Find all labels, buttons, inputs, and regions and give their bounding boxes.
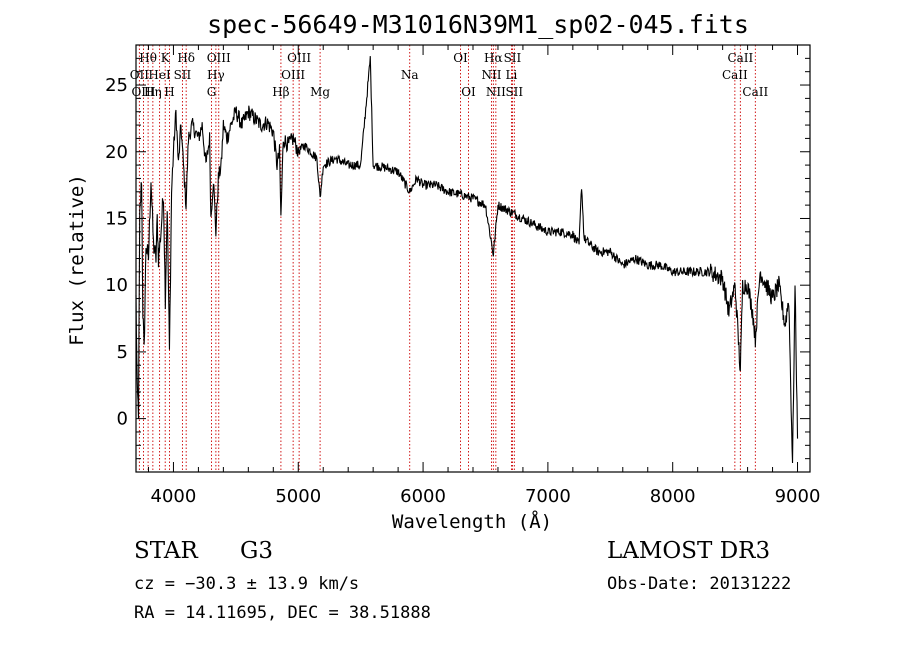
- line-label: OIII: [281, 68, 305, 82]
- line-label: OIII: [131, 85, 155, 99]
- line-label: H: [164, 85, 174, 99]
- survey-name: LAMOST DR3: [607, 538, 771, 564]
- y-axis-label: Flux (relative): [66, 174, 88, 346]
- line-label: Na: [401, 68, 419, 82]
- line-label: K: [161, 51, 171, 65]
- line-label: NII: [486, 85, 506, 99]
- y-tick-label: 10: [105, 275, 128, 296]
- object-subclass: G3: [240, 538, 274, 564]
- line-label: SII: [505, 85, 523, 99]
- line-label: SII: [504, 51, 522, 65]
- line-label: CaII: [722, 68, 748, 82]
- redshift-info: cz = −30.3 ± 13.9 km/s: [134, 574, 360, 594]
- y-tick-label: 25: [105, 75, 128, 96]
- line-label: Hα: [484, 51, 503, 65]
- line-label: CaII: [742, 85, 768, 99]
- y-tick-label: 20: [105, 142, 128, 163]
- line-label: OIII: [287, 51, 311, 65]
- chart-title: spec-56649-M31016N39M1_sp02-045.fits: [207, 10, 749, 39]
- line-label: OII: [130, 68, 150, 82]
- y-tick-label: 5: [117, 342, 128, 363]
- line-label: Hδ: [177, 51, 195, 65]
- y-tick-label: 15: [105, 208, 128, 229]
- line-label: OIII: [207, 51, 231, 65]
- x-axis-ticks: 4000 5000 6000 7000 8000 9000: [147, 45, 821, 507]
- line-label: CaII: [727, 51, 753, 65]
- line-label: Li: [506, 68, 518, 82]
- line-label: OI: [453, 51, 468, 65]
- object-class: STAR: [134, 538, 198, 564]
- plot-frame: [135, 44, 811, 473]
- line-label: HeI: [148, 68, 171, 82]
- line-label: SII: [174, 68, 192, 82]
- line-label: Hθ: [139, 51, 157, 65]
- line-label: Hη: [144, 85, 162, 99]
- y-tick-label: 0: [117, 409, 128, 430]
- y-axis-ticks: 0 5 10 15 20 25: [105, 44, 810, 473]
- coordinates: RA = 14.11695, DEC = 38.51888: [134, 603, 431, 623]
- line-label: Hβ: [272, 85, 289, 99]
- obs-date: Obs-Date: 20131222: [607, 574, 792, 594]
- x-tick-label: 8000: [650, 486, 696, 507]
- x-axis-label: Wavelength (Å): [392, 510, 552, 533]
- line-label: Hγ: [207, 68, 225, 82]
- line-label: NII: [481, 68, 501, 82]
- x-tick-label: 6000: [400, 486, 446, 507]
- x-tick-label: 5000: [275, 486, 321, 507]
- line-label: Mg: [310, 85, 330, 99]
- x-tick-label: 9000: [775, 486, 821, 507]
- x-tick-label: 4000: [151, 486, 197, 507]
- spectral-line-markers: [138, 45, 756, 472]
- spectrum-line: [135, 56, 799, 463]
- x-tick-label: 7000: [525, 486, 571, 507]
- line-label: OI: [461, 85, 476, 99]
- line-label: G: [207, 85, 217, 99]
